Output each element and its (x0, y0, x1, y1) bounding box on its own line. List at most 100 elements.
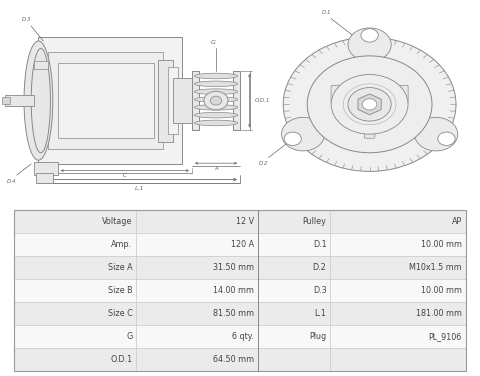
Bar (330, 256, 466, 279)
Text: Voltage: Voltage (102, 217, 132, 226)
Bar (136, 233, 258, 256)
Bar (14, 302, 136, 325)
Bar (330, 210, 466, 233)
Text: D.1: D.1 (313, 240, 326, 249)
FancyBboxPatch shape (331, 85, 362, 103)
Bar (14, 279, 136, 302)
Text: O.D.1: O.D.1 (254, 98, 270, 103)
Ellipse shape (194, 120, 238, 126)
Bar (136, 279, 258, 302)
Text: 12 V: 12 V (236, 217, 254, 226)
Text: 10.00 mm: 10.00 mm (421, 240, 462, 249)
Bar (14, 256, 136, 279)
Bar (258, 302, 330, 325)
Bar (258, 325, 330, 348)
Text: 14.00 mm: 14.00 mm (213, 286, 254, 295)
Text: Plug: Plug (309, 332, 326, 341)
Text: Pulley: Pulley (302, 217, 326, 226)
Bar (258, 256, 330, 279)
Polygon shape (358, 94, 381, 115)
Bar (258, 233, 330, 256)
Text: AP: AP (452, 217, 462, 226)
Circle shape (348, 28, 391, 61)
Text: C: C (123, 173, 127, 178)
Circle shape (362, 99, 377, 110)
Text: D.4: D.4 (7, 179, 17, 184)
Text: 31.50 mm: 31.50 mm (213, 263, 254, 272)
Circle shape (204, 91, 228, 110)
Circle shape (361, 29, 378, 42)
Ellipse shape (194, 81, 238, 86)
Text: 120 A: 120 A (231, 240, 254, 249)
Text: M10x1.5 mm: M10x1.5 mm (409, 263, 462, 272)
Text: G: G (126, 332, 132, 341)
Bar (136, 325, 258, 348)
Bar (330, 302, 466, 325)
Text: 64.50 mm: 64.50 mm (213, 355, 254, 364)
Bar (168, 67, 178, 134)
Bar (48, 52, 163, 149)
Bar (38, 37, 182, 164)
Text: 10.00 mm: 10.00 mm (421, 286, 462, 295)
Bar (14, 210, 136, 233)
Ellipse shape (194, 105, 238, 110)
Circle shape (415, 117, 458, 151)
Circle shape (281, 117, 324, 151)
Text: Size B: Size B (108, 286, 132, 295)
Text: D.1: D.1 (322, 10, 331, 15)
Bar (36, 173, 53, 183)
Bar (330, 279, 466, 302)
Text: A: A (214, 166, 218, 171)
Ellipse shape (194, 97, 238, 102)
Circle shape (210, 96, 222, 105)
Text: D.2: D.2 (259, 161, 269, 166)
Bar (192, 71, 199, 130)
Circle shape (283, 37, 456, 171)
Bar (330, 325, 466, 348)
Bar (2, 97, 10, 104)
Text: 81.50 mm: 81.50 mm (213, 309, 254, 318)
Text: G: G (211, 40, 216, 45)
FancyBboxPatch shape (364, 111, 375, 138)
Text: D.3: D.3 (22, 17, 31, 22)
Ellipse shape (24, 41, 53, 160)
Text: D.2: D.2 (312, 263, 326, 272)
Bar (14, 233, 136, 256)
Text: L.1: L.1 (134, 185, 144, 191)
Ellipse shape (194, 112, 238, 118)
Text: Size C: Size C (108, 309, 132, 318)
Ellipse shape (194, 73, 238, 79)
Bar (5, 95, 34, 106)
Ellipse shape (31, 49, 50, 153)
Circle shape (307, 56, 432, 153)
Bar (34, 162, 58, 175)
Bar (14, 348, 136, 371)
Bar (330, 348, 466, 371)
Bar (258, 210, 330, 233)
Bar (136, 302, 258, 325)
Circle shape (348, 88, 391, 121)
Bar (258, 348, 330, 371)
FancyBboxPatch shape (377, 85, 408, 103)
Circle shape (331, 74, 408, 134)
Ellipse shape (194, 89, 238, 94)
Circle shape (438, 132, 455, 146)
Text: Size A: Size A (108, 263, 132, 272)
Text: Amp.: Amp. (111, 240, 132, 249)
Text: 181.00 mm: 181.00 mm (416, 309, 462, 318)
Bar (58, 63, 154, 138)
Text: PL_9106: PL_9106 (429, 332, 462, 341)
Bar (14, 325, 136, 348)
Bar (173, 78, 192, 123)
Text: L.1: L.1 (314, 309, 326, 318)
Text: O.D.1: O.D.1 (110, 355, 132, 364)
Bar (258, 279, 330, 302)
Bar (136, 256, 258, 279)
Bar (136, 348, 258, 371)
Bar (136, 210, 258, 233)
Bar (158, 60, 173, 142)
Bar (233, 71, 240, 130)
Circle shape (284, 132, 301, 146)
Bar (34, 61, 48, 69)
Bar (330, 233, 466, 256)
